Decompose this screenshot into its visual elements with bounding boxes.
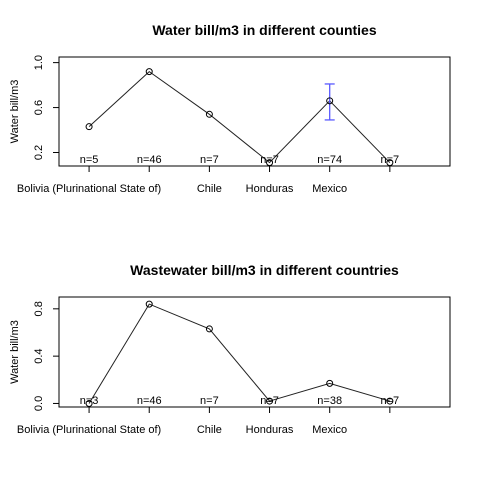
data-point bbox=[145, 68, 153, 76]
data-point bbox=[85, 399, 93, 407]
chart-title: Wastewater bill/m3 in different countrie… bbox=[130, 262, 399, 278]
y-axis-label: Water bill/m3 bbox=[9, 320, 21, 384]
data-point bbox=[205, 325, 213, 333]
x-tick-label: Mexico bbox=[312, 424, 347, 436]
plot-frame bbox=[58, 56, 451, 167]
data-point bbox=[326, 97, 334, 105]
data-point bbox=[266, 159, 274, 167]
sample-size-label: n=7 bbox=[200, 154, 219, 166]
sample-size-label: n=46 bbox=[137, 395, 162, 407]
chart-panel-1: Water bill/m3 in different counties 0.2 0.… bbox=[9, 22, 451, 195]
chart-panel-2: Wastewater bill/m3 in different countrie… bbox=[9, 262, 451, 436]
sample-size-label: n=7 bbox=[260, 395, 279, 407]
y-tick-label: 1.0 bbox=[33, 55, 45, 70]
x-tick-label: Honduras bbox=[246, 424, 294, 436]
data-point bbox=[266, 397, 274, 405]
x-tick-label: Chile bbox=[197, 424, 222, 436]
sample-size-label: n=7 bbox=[381, 395, 400, 407]
y-tick-label: 0.0 bbox=[33, 396, 45, 411]
y-tick-label: 0.8 bbox=[33, 301, 45, 316]
data-point bbox=[145, 300, 153, 308]
data-point bbox=[386, 159, 394, 167]
plot-frame bbox=[58, 296, 451, 408]
y-tick-label: 0.2 bbox=[33, 145, 45, 160]
data-point bbox=[205, 110, 213, 118]
sample-size-label: n=7 bbox=[260, 154, 279, 166]
series-line bbox=[88, 303, 390, 404]
data-point bbox=[326, 379, 334, 387]
data-point bbox=[386, 397, 394, 405]
chart-title: Water bill/m3 in different counties bbox=[152, 22, 377, 38]
sample-size-label: n=38 bbox=[317, 395, 342, 407]
sample-size-label: n=46 bbox=[137, 154, 162, 166]
sample-size-label: n=7 bbox=[381, 154, 400, 166]
x-tick-label: Bolivia (Plurinational State of) bbox=[17, 424, 161, 436]
y-axis-label: Water bill/m3 bbox=[9, 80, 21, 144]
x-tick-label: Mexico bbox=[312, 183, 347, 195]
data-point bbox=[85, 123, 93, 131]
sample-size-label: n=7 bbox=[200, 395, 219, 407]
x-tick-label: Honduras bbox=[246, 183, 294, 195]
sample-size-label: n=5 bbox=[80, 154, 99, 166]
series-line bbox=[88, 70, 391, 164]
y-tick-label: 0.4 bbox=[33, 348, 45, 363]
sample-size-label: n=3 bbox=[80, 395, 99, 407]
x-tick-label: Chile bbox=[197, 183, 222, 195]
y-tick-label: 0.6 bbox=[33, 100, 45, 115]
sample-size-label: n=74 bbox=[317, 154, 342, 166]
x-tick-label: Bolivia (Plurinational State of) bbox=[17, 183, 161, 195]
